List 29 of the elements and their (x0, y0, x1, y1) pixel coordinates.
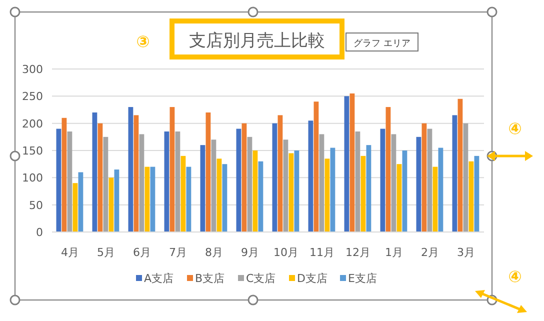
x-tick-label: 7月 (169, 246, 187, 259)
x-tick-label: 12月 (346, 246, 370, 259)
x-tick-label: 1月 (385, 246, 403, 259)
y-tick-label: 250 (22, 90, 43, 104)
y-tick-label: 100 (22, 172, 43, 185)
y-tick-label: 300 (22, 63, 43, 76)
x-tick-label: 2月 (421, 246, 439, 259)
y-tick-label: 200 (22, 117, 43, 130)
legend-label: E支店 (348, 272, 377, 285)
chart-title: 支店別月売上比較 (189, 31, 325, 51)
x-tick-label: 3月 (457, 246, 475, 259)
legend-label: A支店 (144, 272, 174, 285)
x-tick-label: 11月 (310, 246, 334, 259)
text: ④ (508, 267, 522, 286)
y-tick-label: 150 (22, 144, 43, 158)
text: ③ (136, 32, 150, 51)
text: グラフ エリア (354, 38, 410, 49)
x-tick-label: 5月 (97, 246, 115, 259)
legend-label: B支店 (195, 272, 225, 285)
x-tick-label: 4月 (61, 246, 79, 259)
x-tick-label: 8月 (205, 246, 223, 259)
x-tick-label: 6月 (133, 246, 151, 259)
legend-label: C支店 (246, 272, 276, 285)
x-tick-label: 10月 (274, 246, 298, 259)
y-tick-label: 50 (29, 198, 43, 212)
y-tick-label: 0 (36, 226, 43, 239)
legend-label: D支店 (297, 272, 328, 285)
x-tick-label: 9月 (241, 246, 259, 259)
text: ④ (508, 119, 522, 138)
